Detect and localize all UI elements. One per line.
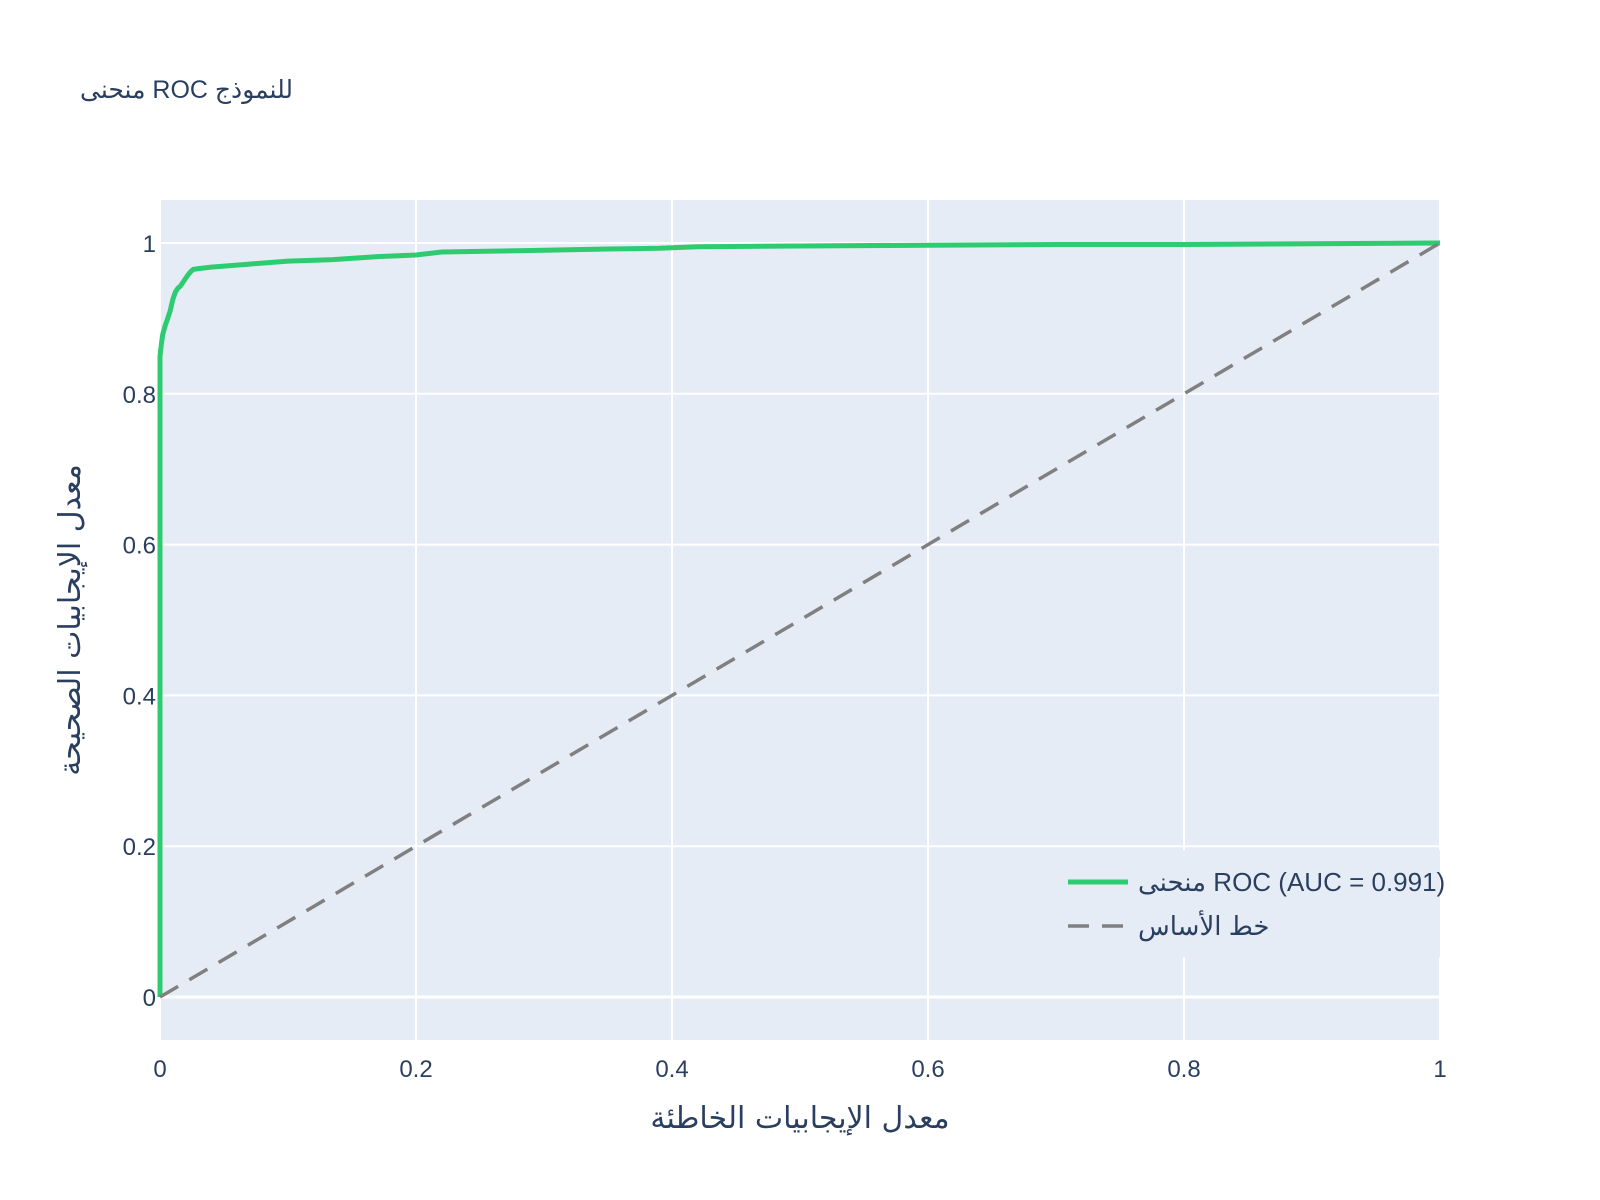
y-tick-label: 0.2	[123, 834, 156, 861]
x-tick-label: 1	[1433, 1056, 1446, 1083]
legend-item[interactable]: منحنى ROC (AUC = 0.991)	[1068, 867, 1445, 897]
y-tick-labels: 0 0.2 0.4 0.6 0.8 1	[123, 231, 156, 1012]
y-tick-label: 1	[143, 231, 156, 258]
legend[interactable]: منحنى ROC (AUC = 0.991) خط الأساس	[1057, 850, 1445, 957]
chart-title: منحنى ROC للنموذج	[80, 76, 293, 105]
baseline-series-line	[159, 241, 1441, 999]
x-tick-label: 0	[153, 1056, 166, 1083]
y-tick-label: 0.8	[123, 382, 156, 409]
y-axis-title: معدل الإيجابيات الصحيحة	[53, 464, 88, 776]
legend-item[interactable]: خط الأساس	[1068, 909, 1269, 941]
roc-series-line	[157, 240, 1441, 997]
x-tick-label: 0.2	[399, 1056, 432, 1083]
y-tick-label: 0	[143, 985, 156, 1012]
x-tick-label: 0.4	[655, 1056, 688, 1083]
legend-label: منحنى ROC (AUC = 0.991)	[1138, 867, 1445, 897]
legend-background	[1057, 850, 1440, 957]
x-tick-label: 0.8	[1167, 1056, 1200, 1083]
legend-label: خط الأساس	[1138, 909, 1269, 941]
y-tick-label: 0.6	[123, 533, 156, 560]
x-axis-title: معدل الإيجابيات الخاطئة	[650, 1101, 949, 1136]
x-tick-labels: 0 0.2 0.4 0.6 0.8 1	[153, 1056, 1446, 1083]
series-layer	[157, 240, 1441, 999]
y-tick-label: 0.4	[123, 683, 156, 710]
x-tick-label: 0.6	[911, 1056, 944, 1083]
